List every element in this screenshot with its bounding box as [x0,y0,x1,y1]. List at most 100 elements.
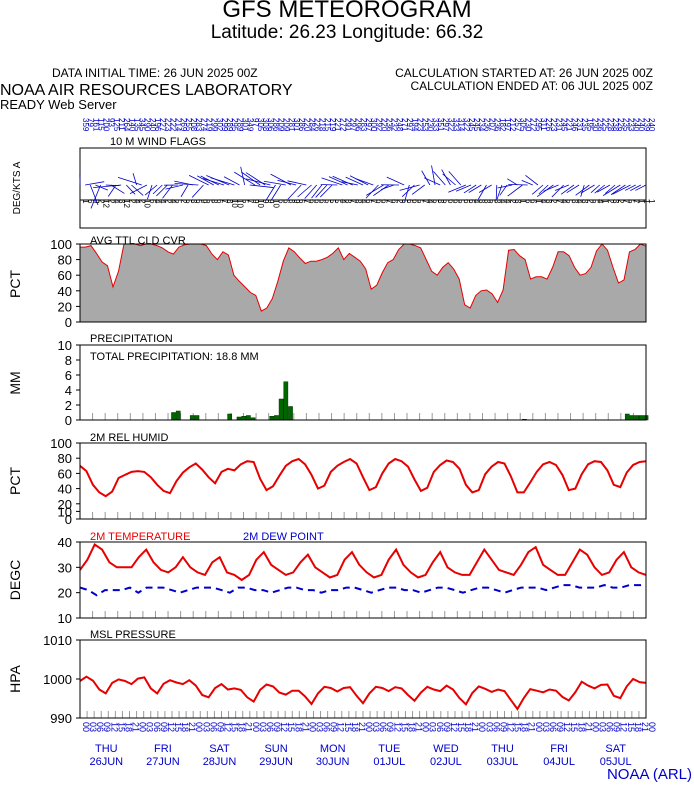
wind-barb [580,184,595,194]
wind-barb [477,184,487,200]
wind-direction-label: 97 [251,118,260,127]
wind-speed-label: 1 [601,199,610,204]
wind-speed-label: 10 [230,199,239,208]
wind-direction-label: 359 [81,118,90,132]
temp-ytick-label: 40 [58,535,72,550]
wind-speed-label: 5 [415,199,424,204]
hour-label: 15 [173,722,183,732]
wind-speed-label: 6 [529,199,538,204]
pressure-panel-title: MSL PRESSURE [90,629,176,641]
wind-direction-label: 299 [210,118,219,132]
precip-bar [278,398,284,421]
wind-direction-label: 271 [400,118,409,132]
day-date-label: 26JUN [89,756,123,768]
wind-speed-label: 7 [632,199,641,204]
wind-direction-label: 301 [292,118,301,132]
location-subtitle: Latitude: 26.23 Longitude: 66.32 [210,22,484,43]
hour-label: 21 [187,722,197,732]
wind-speed-label: 6 [277,199,286,204]
wind-barb [431,165,436,186]
hour-label: 21 [300,722,310,732]
hour-label: 00 [647,722,657,732]
hour-label: 00 [251,722,261,732]
wind-barb [596,184,611,193]
wind-barb [90,184,101,209]
dewpoint-line [79,584,646,597]
precip-bar [274,415,279,421]
wind-barb [495,184,498,200]
hour-label: 06 [152,722,162,732]
wind-barb [525,175,539,186]
wind-barb [399,184,420,191]
hour-label: 12 [562,722,572,732]
wind-barb [315,184,328,198]
hour-label: 18 [350,722,360,732]
wind-speed-label: 10 [271,199,280,208]
hour-label: 15 [230,722,240,732]
wind-speed-label: 4 [503,199,512,204]
server-label: READY Web Server [0,97,117,112]
wind-barb [355,178,374,186]
wind-barb [594,184,606,194]
wind-direction-label: 269 [179,118,188,132]
wind-direction-label: 233 [626,118,635,132]
hour-label: 21 [414,722,424,732]
wind-direction-label: 218 [318,118,327,132]
wind-speed-label: 10 [235,199,244,208]
wind-barb [328,176,348,186]
wind-direction-label: 200 [102,118,111,132]
wind-direction-label: 196 [153,118,162,132]
wind-direction-label: 221 [333,118,342,132]
wind-direction-label: 255 [184,118,193,132]
wind-barb [551,184,564,198]
wind-speed-label: 5 [328,199,337,204]
wind-direction-label: 253 [421,118,430,132]
wind-speed-label: 6 [462,199,471,204]
wind-barb [478,184,492,193]
hour-label: 18 [237,722,247,732]
wind-speed-label: 8 [210,199,219,204]
wind-direction-label: 345 [138,118,147,132]
wind-direction-label: 219 [204,118,213,132]
wind-barb [612,184,631,195]
hour-label: 15 [456,722,466,732]
wind-direction-label: 289 [235,118,244,132]
hour-label: 09 [442,722,452,732]
wind-speed-label: 6 [282,199,291,204]
wind-speed-label: 6 [318,199,327,204]
wind-barb [241,171,261,186]
precip-ytick-label: 2 [65,398,72,413]
precip-ytick-label: 4 [65,383,72,398]
wind-direction-label: 314 [457,118,466,132]
wind-barb [93,184,122,189]
wind-direction-label: 299 [220,118,229,132]
pressure-panel-frame [79,639,647,719]
wind-speed-label: 1 [81,199,90,204]
wind-speed-label: 2 [508,199,517,204]
wind-direction-label: 245 [467,118,476,132]
wind-speed-label: 2 [107,199,116,204]
rh-panel-frame [79,442,647,520]
wind-speed-label: 4 [498,199,507,204]
hour-label: 03 [428,722,438,732]
hour-label: 03 [541,722,551,732]
wind-direction-label: 231 [554,118,563,132]
wind-direction-label: 135 [132,118,141,132]
wind-speed-label: 8 [343,199,352,204]
day-weekday-label: SAT [605,743,626,755]
hour-label: 06 [322,722,332,732]
day-weekday-label: WED [433,743,459,755]
hour-label: 21 [131,722,141,732]
day-weekday-label: FRI [550,743,568,755]
wind-direction-label: 239 [642,118,651,132]
wind-speed-label: 4 [596,199,605,204]
hour-label: 03 [201,722,211,732]
wind-direction-label: 286 [297,118,306,132]
wind-direction-label: 289 [225,118,234,132]
hour-label: 03 [258,722,268,732]
wind-speed-label: 6 [313,199,322,204]
precip-panel-frame [79,344,647,421]
wind-speed-label: 6 [148,199,157,204]
wind-direction-label: 236 [596,118,605,132]
hour-label: 18 [520,722,530,732]
